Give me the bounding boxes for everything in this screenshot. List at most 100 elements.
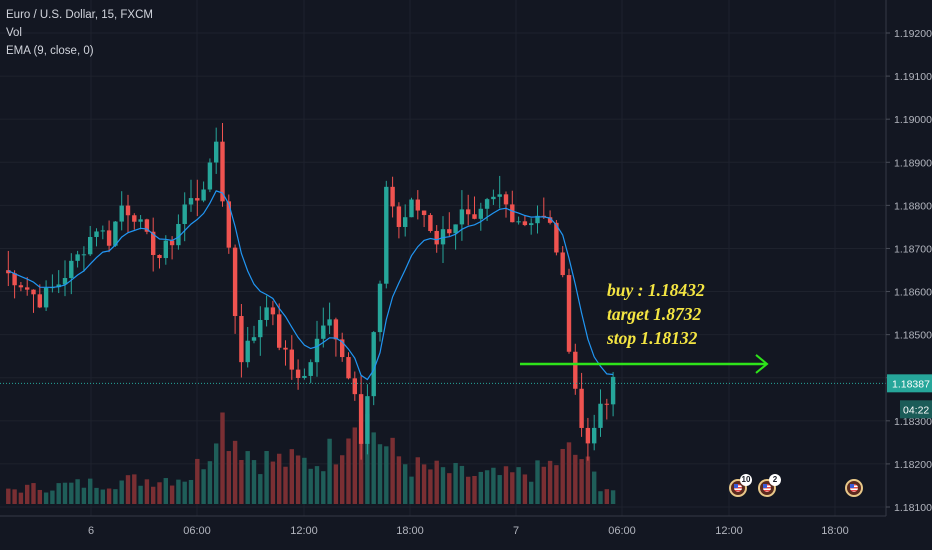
candle-body (579, 388, 584, 428)
candle-body (31, 289, 36, 295)
volume-bar (18, 492, 24, 504)
x-tick-label: 12:00 (290, 525, 318, 537)
candle-body (459, 209, 465, 225)
volume-bar (100, 489, 105, 504)
volume-bar (396, 456, 402, 504)
volume-bar (113, 489, 118, 504)
candle-body (434, 230, 439, 245)
event-flag-icon[interactable]: 10 (729, 474, 752, 497)
volume-bar (106, 488, 112, 504)
candle-body (81, 254, 87, 256)
candle-body (214, 141, 219, 163)
candle-body (188, 198, 194, 205)
candle-body (25, 287, 30, 290)
ema-indicator-label[interactable]: EMA (9, close, 0) (6, 45, 94, 57)
volume-bar (484, 470, 490, 504)
volume-bar (352, 427, 357, 504)
candle-body (220, 141, 225, 202)
event-count: 2 (769, 474, 781, 486)
volume-bar (365, 413, 370, 504)
y-tick-label: 1.19200 (894, 28, 932, 40)
volume-bar (283, 466, 288, 504)
volume-bar (592, 471, 597, 504)
candle-body (144, 219, 150, 232)
volume-bar (50, 490, 55, 504)
volume-bar (302, 457, 307, 504)
candle-body (69, 260, 74, 279)
volume-bar (308, 468, 313, 504)
candle-body (18, 285, 24, 288)
volume-indicator-label[interactable]: Vol (6, 27, 22, 39)
volume-bar (264, 451, 269, 504)
volume-bar (566, 442, 572, 504)
candle-body (119, 205, 124, 222)
candle-body (132, 215, 137, 222)
volume-bar (88, 478, 93, 504)
y-tick-label: 1.18800 (894, 200, 932, 212)
candle-body (308, 362, 313, 376)
stop-text: stop 1.18132 (607, 328, 698, 348)
volume-bar (251, 460, 257, 504)
candle-body (37, 294, 42, 308)
volume-bar (403, 464, 408, 504)
candle-body (529, 223, 534, 226)
candle-body (421, 210, 427, 216)
volume-bar (43, 492, 49, 504)
countdown-label: 04:22 (903, 404, 929, 416)
candle-body (62, 278, 68, 285)
candle-body (258, 319, 263, 338)
current-price-label: 1.18387 (892, 378, 930, 390)
candle-body (447, 229, 452, 234)
symbol-title[interactable]: Euro / U.S. Dollar, 15, FXCM (6, 9, 153, 21)
candle-body (377, 283, 383, 333)
volume-bar (226, 451, 231, 504)
volume-bar (232, 440, 238, 504)
volume-bar (81, 487, 87, 504)
volume-bar (428, 469, 433, 504)
candle-body (503, 194, 509, 205)
volume-bar (535, 460, 540, 504)
y-tick-label: 1.18500 (894, 330, 932, 342)
candle-body (352, 378, 357, 395)
candle-body (428, 215, 433, 231)
us-flag-icon (763, 484, 771, 492)
volume-bar (94, 487, 99, 504)
candle-body (510, 204, 515, 223)
candle-body (560, 252, 565, 276)
volume-bar (270, 461, 276, 504)
event-flag-icon[interactable]: 2 (758, 474, 781, 497)
volume-bar (604, 489, 609, 504)
us-flag-icon (734, 484, 742, 492)
volume-bar (547, 460, 553, 504)
candle-body (75, 254, 80, 261)
chart-legend: Euro / U.S. Dollar, 15, FXCM Vol EMA (9,… (6, 6, 153, 60)
candle-body (365, 396, 370, 444)
volume-bar (579, 459, 584, 504)
y-tick-label: 1.18300 (894, 416, 932, 428)
volume-bar (453, 462, 458, 504)
event-flag-icon[interactable] (845, 479, 863, 497)
volume-bar (31, 483, 36, 504)
volume-bar (12, 489, 17, 504)
volume-bar (541, 466, 546, 504)
candle-body (554, 222, 559, 253)
candle-body (409, 199, 414, 218)
price-axis-bg (886, 0, 932, 550)
volume-bar (144, 479, 150, 504)
y-tick-label: 1.19100 (894, 71, 932, 83)
candle-body (396, 206, 402, 227)
volume-bar (239, 459, 244, 504)
volume-bar (258, 474, 263, 504)
volume-bar (522, 474, 528, 504)
current-price-badge (887, 374, 932, 393)
candle-body (466, 209, 471, 215)
candle-body (440, 229, 446, 245)
candle-body (176, 223, 181, 246)
candle-body (314, 338, 320, 363)
candle-body (566, 275, 572, 352)
volume-bar (434, 460, 439, 504)
volume-bar (447, 473, 452, 504)
candle-body (358, 394, 364, 444)
